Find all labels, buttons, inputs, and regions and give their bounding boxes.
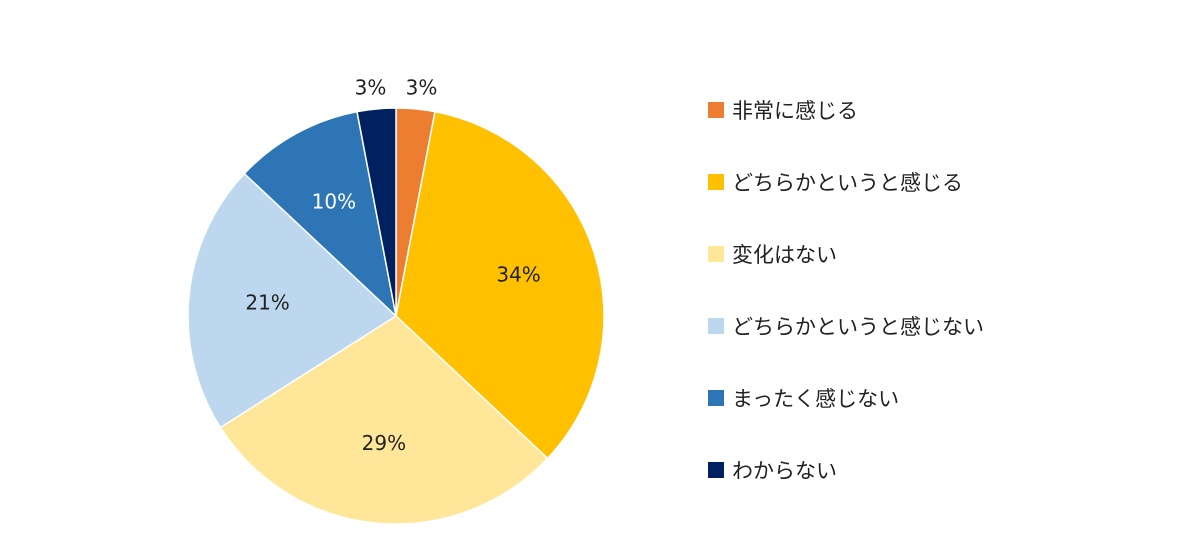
legend-item: 変化はない [708,236,1168,272]
pie-slice [219,315,549,525]
pie-data-label: 21% [245,290,289,314]
pie-data-label: 3% [355,76,387,100]
legend-swatch [708,174,724,190]
legend-label: どちらかというと感じる [732,171,963,195]
legend-swatch [708,390,724,406]
pie-data-label: 34% [496,263,540,287]
legend-label: 変化はない [732,243,837,267]
pie-slices [187,107,605,525]
pie-slice [243,110,398,319]
legend-swatch [708,246,724,262]
legend-label: まったく感じない [732,387,900,411]
legend-item: まったく感じない [708,380,1168,416]
pie-data-label: 10% [312,190,356,214]
pie-slice [356,107,397,317]
legend-label: わからない [732,459,837,483]
pie-data-labels: 3% 34% 29% 21% 10% 3% [245,76,540,455]
legend-label: 非常に感じる [732,99,858,123]
pie-data-label: 3% [406,76,438,100]
pie-data-label: 29% [362,431,406,455]
pie-plot: 3% 34% 29% 21% 10% 3% [187,76,605,525]
chart-legend: 非常に感じる どちらかというと感じる 変化はない どちらかというと感じない まっ… [708,92,1168,524]
legend-swatch [708,102,724,118]
pie-slice [187,172,398,429]
legend-item: わからない [708,452,1168,488]
legend-swatch [708,318,724,334]
legend-swatch [708,462,724,478]
legend-item: どちらかというと感じない [708,308,1168,344]
pie-slice [395,110,605,460]
legend-item: 非常に感じる [708,92,1168,128]
legend-label: どちらかというと感じない [732,315,984,339]
legend-item: どちらかというと感じる [708,164,1168,200]
